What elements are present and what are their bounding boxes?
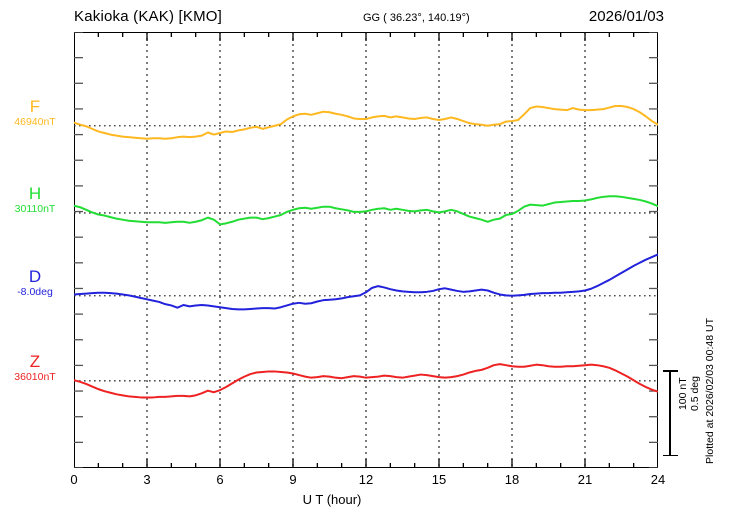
x-axis-title: U T (hour) (0, 492, 730, 507)
trace-z (74, 363, 658, 399)
legend-item-d: D -8.0deg (4, 266, 66, 298)
scale-bar-label: 100 nT 0.5 deg (677, 376, 701, 411)
scale-bar-top-cap (663, 370, 678, 372)
station-title: Kakioka (KAK) [KMO] (74, 8, 223, 25)
x-tick-label: 15 (431, 472, 447, 487)
legend-item-f: F 46940nT (4, 96, 66, 128)
baseline-layer (74, 125, 658, 382)
x-tick-label: 0 (70, 472, 78, 487)
trace-h (74, 195, 658, 226)
x-axis-title-text: U T (hour) (302, 492, 362, 507)
legend-z-letter: Z (29, 351, 41, 371)
legend-h-value: 30110nT (14, 202, 56, 215)
legend-item-h: H 30110nT (4, 185, 66, 215)
scale-bar-line2: 0.5 deg (689, 376, 702, 412)
scale-bar-line1: 100 nT (677, 377, 689, 410)
tick-layer (74, 32, 658, 468)
legend-f-value: 46940nT (14, 115, 56, 128)
plotted-at-timestamp: Plotted at 2026/02/03 00:48 UT (704, 318, 716, 464)
legend-item-z: Z 36010nT (4, 351, 66, 383)
legend-d-letter: D (28, 266, 42, 286)
legend-h-letter: H (28, 183, 42, 203)
observation-date: 2026/01/03 (588, 8, 664, 25)
trace-d (74, 253, 658, 311)
x-tick-label: 12 (358, 472, 374, 487)
legend-f-letter: F (29, 96, 41, 116)
magnetogram-plot (74, 32, 658, 468)
x-tick-label: 21 (577, 472, 593, 487)
x-tick-label: 24 (650, 472, 666, 487)
geographic-coordinates: GG ( 36.23°, 140.19°) (363, 12, 470, 24)
x-tick-label: 3 (143, 472, 151, 487)
trace-f (74, 104, 658, 140)
scale-bar: 100 nT 0.5 deg (663, 370, 701, 456)
trace-layer (74, 104, 658, 399)
x-tick-label: 18 (504, 472, 520, 487)
scale-bar-bottom-cap (663, 454, 678, 456)
grid-layer (146, 32, 586, 468)
legend-d-value: -8.0deg (17, 285, 53, 298)
legend-z-value: 36010nT (14, 370, 56, 383)
x-tick-label: 6 (216, 472, 224, 487)
x-tick-label: 9 (289, 472, 297, 487)
scale-bar-line (669, 370, 671, 456)
